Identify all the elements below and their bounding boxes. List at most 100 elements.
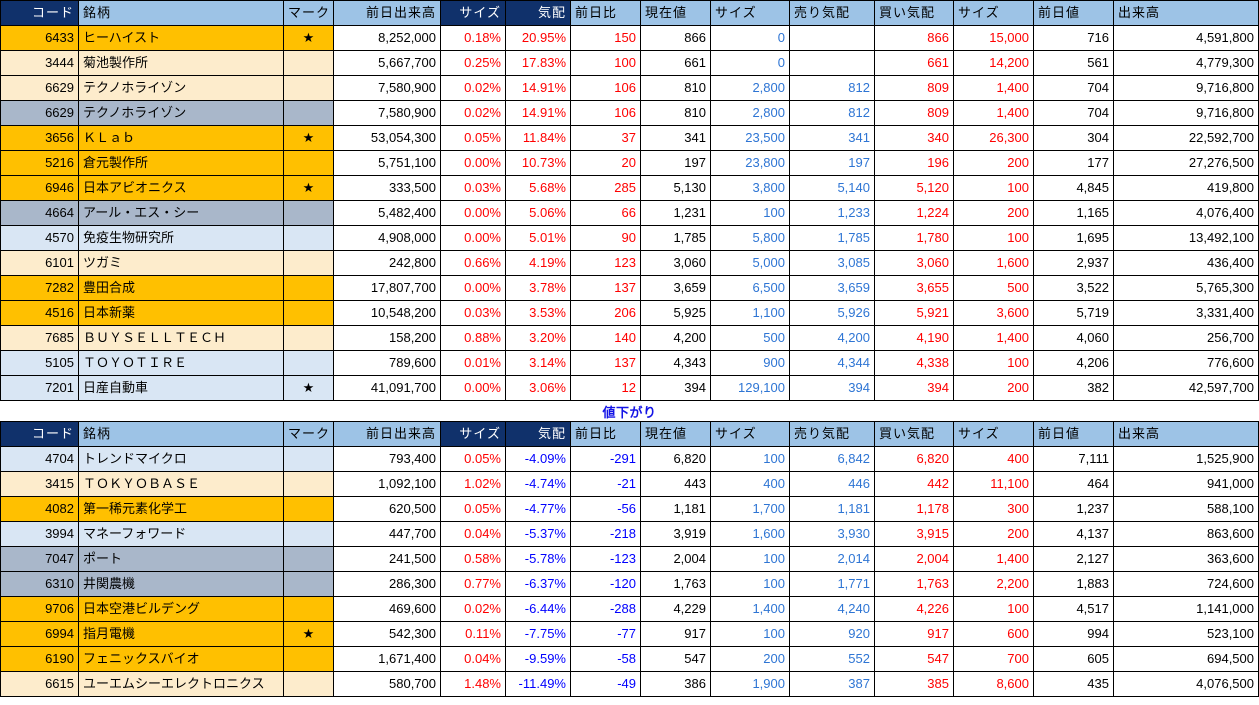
table-row[interactable]: 6629 テクノホライゾン 7,580,900 0.02% 14.91% 106 810 2,…	[0, 100, 1259, 126]
cell-ask	[789, 25, 875, 51]
table-row[interactable]: 3656 ＫＬａｂ ★ 53,054,300 0.05% 11.84% 37 341 23,50…	[0, 125, 1259, 151]
cell-prev-close: 4,206	[1033, 350, 1114, 376]
cell-quote-pct: -4.74%	[505, 471, 571, 497]
cell-change: 137	[570, 350, 641, 376]
cell-size2: 500	[710, 325, 790, 351]
table-row[interactable]: 5105 ＴＯＹＯＴＩＲＥ 789,600 0.01% 3.14% 137 4,343 900…	[0, 350, 1259, 376]
table-row[interactable]: 4664 アール・エス・シー 5,482,400 0.00% 5.06% 66 1,231 1…	[0, 200, 1259, 226]
header-prev-volume[interactable]: 前日出来高	[333, 0, 441, 26]
cell-code: 6615	[0, 671, 79, 697]
table-row[interactable]: 6615 ユーエムシーエレクトロニクス 580,700 1.48% -11.49% -49…	[0, 671, 1259, 697]
table-row[interactable]: 4516 日本新薬 10,548,200 0.03% 3.53% 206 5,925 1,10…	[0, 300, 1259, 326]
cell-size2: 1,600	[710, 521, 790, 547]
header-size-1[interactable]: サイズ	[440, 0, 506, 26]
table-row[interactable]: 3994 マネーフォワード 447,700 0.04% -5.37% -218 3,919 1…	[0, 521, 1259, 547]
header-ask[interactable]: 売り気配	[789, 421, 875, 447]
cell-ask: 394	[789, 375, 875, 401]
cell-size3: 11,100	[953, 471, 1034, 497]
cell-change: 12	[570, 375, 641, 401]
header-name[interactable]: 銘柄	[78, 421, 284, 447]
table-row[interactable]: 4704 トレンドマイクロ 793,400 0.05% -4.09% -291 6,820 1…	[0, 446, 1259, 472]
table-row[interactable]: 3444 菊池製作所 5,667,700 0.25% 17.83% 100 661 0 661 1…	[0, 50, 1259, 76]
cell-quote-pct: 3.53%	[505, 300, 571, 326]
table-row[interactable]: 6101 ツガミ 242,800 0.66% 4.19% 123 3,060 5,000 3,0…	[0, 250, 1259, 276]
cell-current: 1,231	[640, 200, 711, 226]
table-row[interactable]: 7282 豊田合成 17,807,700 0.00% 3.78% 137 3,659 6,50…	[0, 275, 1259, 301]
header-current[interactable]: 現在値	[640, 0, 711, 26]
cell-name: 日本新薬	[78, 300, 284, 326]
cell-code: 5105	[0, 350, 79, 376]
header-prev-close[interactable]: 前日値	[1033, 421, 1114, 447]
cell-code: 4704	[0, 446, 79, 472]
cell-code: 6994	[0, 621, 79, 647]
header-prev-volume[interactable]: 前日出来高	[333, 421, 441, 447]
header-size-3[interactable]: サイズ	[953, 0, 1034, 26]
table-row[interactable]: 6946 日本アビオニクス ★ 333,500 0.03% 5.68% 285 5,130 3,…	[0, 175, 1259, 201]
header-bid[interactable]: 買い気配	[874, 421, 954, 447]
header-prev-close[interactable]: 前日値	[1033, 0, 1114, 26]
table-row[interactable]: 6629 テクノホライゾン 7,580,900 0.02% 14.91% 106 810 2,…	[0, 75, 1259, 101]
decliners-header-row: コード 銘柄 マーク 前日出来高 サイズ 気配 前日比 現在値 サイズ 売り気配…	[0, 421, 1259, 447]
header-change[interactable]: 前日比	[570, 0, 641, 26]
header-bid[interactable]: 買い気配	[874, 0, 954, 26]
cell-bid: 4,190	[874, 325, 954, 351]
cell-mark	[283, 275, 334, 301]
cell-size3: 100	[953, 350, 1034, 376]
table-row[interactable]: 7201 日産自動車 ★ 41,091,700 0.00% 3.06% 12 394 129,1…	[0, 375, 1259, 401]
table-row[interactable]: 7047 ポート 241,500 0.58% -5.78% -123 2,004 100 2,0…	[0, 546, 1259, 572]
header-ask[interactable]: 売り気配	[789, 0, 875, 26]
gainers-body: 6433 ヒーハイスト ★ 8,252,000 0.18% 20.95% 150 866 0 86…	[0, 25, 1259, 401]
header-name[interactable]: 銘柄	[78, 0, 284, 26]
header-size-1[interactable]: サイズ	[440, 421, 506, 447]
header-size-2[interactable]: サイズ	[710, 421, 790, 447]
table-row[interactable]: 4082 第一稀元素化学工 620,500 0.05% -4.77% -56 1,181 1,…	[0, 496, 1259, 522]
header-code[interactable]: コード	[0, 0, 79, 26]
cell-prev-volume: 158,200	[333, 325, 441, 351]
header-size-2[interactable]: サイズ	[710, 0, 790, 26]
header-mark[interactable]: マーク	[283, 0, 334, 26]
decliners-table: コード 銘柄 マーク 前日出来高 サイズ 気配 前日比 現在値 サイズ 売り気配…	[0, 421, 1259, 697]
cell-bid: 340	[874, 125, 954, 151]
header-size-3[interactable]: サイズ	[953, 421, 1034, 447]
header-volume[interactable]: 出来高	[1113, 0, 1259, 26]
cell-size1: 0.05%	[440, 496, 506, 522]
cell-mark	[283, 446, 334, 472]
cell-prev-volume: 1,671,400	[333, 646, 441, 672]
header-mark[interactable]: マーク	[283, 421, 334, 447]
cell-ask: 341	[789, 125, 875, 151]
cell-name: テクノホライゾン	[78, 75, 284, 101]
cell-quote-pct: -9.59%	[505, 646, 571, 672]
table-row[interactable]: 9706 日本空港ビルデング 469,600 0.02% -6.44% -288 4,229…	[0, 596, 1259, 622]
header-quote-pct[interactable]: 気配	[505, 0, 571, 26]
header-change[interactable]: 前日比	[570, 421, 641, 447]
header-quote-pct[interactable]: 気配	[505, 421, 571, 447]
table-row[interactable]: 7685 ＢＵＹＳＥＬＬＴＥＣＨ 158,200 0.88% 3.20% 140 4,200…	[0, 325, 1259, 351]
cell-mark	[283, 200, 334, 226]
table-row[interactable]: 6310 井関農機 286,300 0.77% -6.37% -120 1,763 100 1,…	[0, 571, 1259, 597]
cell-size3: 26,300	[953, 125, 1034, 151]
cell-prev-volume: 793,400	[333, 446, 441, 472]
header-volume[interactable]: 出来高	[1113, 421, 1259, 447]
cell-size3: 300	[953, 496, 1034, 522]
table-row[interactable]: 3415 ＴＯＫＹＯＢＡＳＥ 1,092,100 1.02% -4.74% -21 443 4…	[0, 471, 1259, 497]
header-code[interactable]: コード	[0, 421, 79, 447]
cell-bid: 6,820	[874, 446, 954, 472]
cell-prev-close: 3,522	[1033, 275, 1114, 301]
cell-name: 豊田合成	[78, 275, 284, 301]
table-row[interactable]: 6994 指月電機 ★ 542,300 0.11% -7.75% -77 917 100 920 9…	[0, 621, 1259, 647]
cell-size1: 0.04%	[440, 521, 506, 547]
decliners-section-title: 値下がり	[602, 405, 657, 420]
cell-size2: 1,900	[710, 671, 790, 697]
cell-size2: 129,100	[710, 375, 790, 401]
cell-size2: 100	[710, 621, 790, 647]
table-row[interactable]: 4570 免疫生物研究所 4,908,000 0.00% 5.01% 90 1,785 5,8…	[0, 225, 1259, 251]
table-row[interactable]: 5216 倉元製作所 5,751,100 0.00% 10.73% 20 197 23,800…	[0, 150, 1259, 176]
table-row[interactable]: 6433 ヒーハイスト ★ 8,252,000 0.18% 20.95% 150 866 0 86…	[0, 25, 1259, 51]
cell-ask: 3,930	[789, 521, 875, 547]
cell-current: 2,004	[640, 546, 711, 572]
table-row[interactable]: 6190 フェニックスバイオ 1,671,400 0.04% -9.59% -58 547 2…	[0, 646, 1259, 672]
cell-size2: 5,000	[710, 250, 790, 276]
header-current[interactable]: 現在値	[640, 421, 711, 447]
cell-prev-close: 4,517	[1033, 596, 1114, 622]
cell-bid: 385	[874, 671, 954, 697]
